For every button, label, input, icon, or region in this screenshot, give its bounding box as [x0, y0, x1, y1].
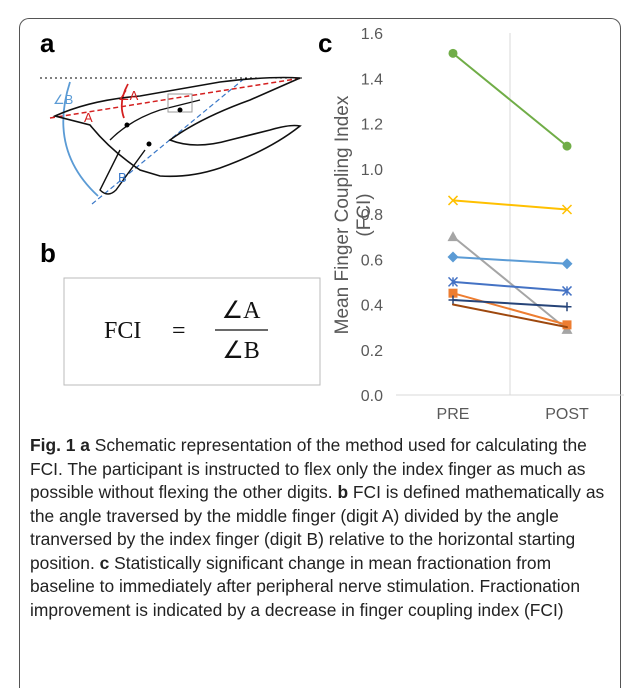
formula-numerator: ∠A: [222, 298, 262, 324]
caption-bold: Fig. 1 a: [30, 435, 90, 455]
joint: [177, 107, 183, 113]
digit-b-line: [91, 77, 246, 205]
marker: [561, 285, 573, 296]
marker: [566, 326, 568, 329]
marker: [562, 302, 572, 312]
caption-text: Schematic representation of the method u…: [30, 435, 587, 502]
y-tick-label: 0.6: [361, 252, 383, 269]
y-tick-label: 0.2: [361, 343, 383, 360]
marker: [561, 204, 573, 215]
hand-outline: [52, 76, 302, 178]
series-line: [452, 298, 568, 308]
series-line: [452, 235, 568, 331]
formula-box: [63, 277, 321, 386]
marker: [452, 303, 454, 306]
series-line: [452, 199, 568, 211]
caption-text: Statistically significant change in mean…: [30, 552, 581, 620]
formula-denominator: ∠B: [222, 338, 260, 364]
y-tick-label: 0.8: [361, 207, 383, 224]
finger-outline: [99, 99, 201, 195]
y-tick-label: 1.6: [361, 26, 383, 43]
y-tick-label: 0.0: [361, 388, 383, 405]
series-line: [452, 303, 568, 329]
panel-label: a: [40, 28, 55, 58]
formula-lhs: FCI: [104, 318, 141, 344]
x-tick-label: PRE: [437, 406, 470, 423]
angle-label: ∠A: [118, 88, 139, 103]
digit-label: B: [118, 170, 127, 185]
y-axis-label: (FCI): [354, 193, 375, 236]
x-tick-label: POST: [545, 406, 589, 423]
marker: [562, 320, 572, 330]
y-tick-label: 1.4: [361, 71, 383, 88]
y-axis-label: Mean Finger Coupling Index: [332, 95, 353, 334]
figure: a ∠A ∠B A B b FCI = ∠A ∠B c Mean Finger …: [40, 26, 624, 423]
marker: [448, 48, 458, 58]
angle-b-arc: [62, 81, 99, 197]
marker: [562, 141, 572, 151]
joint: [124, 122, 130, 128]
caption-bold: b: [337, 482, 349, 502]
marker: [447, 276, 459, 287]
caption-bold: c: [99, 552, 110, 573]
panel-label: c: [318, 28, 332, 58]
y-tick-label: 1.2: [361, 117, 383, 134]
series-line: [452, 52, 568, 147]
angle-label: ∠B: [53, 92, 73, 107]
marker: [447, 231, 459, 242]
series-line: [452, 255, 568, 265]
y-tick-label: 1.0: [361, 162, 383, 179]
caption: Fig. 1 a Schematic representation of the…: [30, 434, 620, 622]
marker: [561, 258, 573, 270]
series-line: [452, 280, 568, 292]
panel-label: b: [40, 238, 56, 268]
caption-text: FCI is defined mathematically as the ang…: [30, 482, 605, 573]
angle-a-arc: [120, 83, 129, 119]
marker: [448, 288, 458, 298]
joint: [146, 141, 152, 147]
formula-equals: =: [172, 318, 186, 344]
marker: [447, 195, 459, 206]
marker: [448, 295, 458, 305]
digit-a-line: [49, 77, 303, 119]
digit-label: A: [84, 110, 93, 125]
series-line: [452, 292, 568, 326]
marker: [447, 251, 459, 263]
y-tick-label: 0.4: [361, 298, 383, 315]
figure-frame: [19, 18, 621, 688]
